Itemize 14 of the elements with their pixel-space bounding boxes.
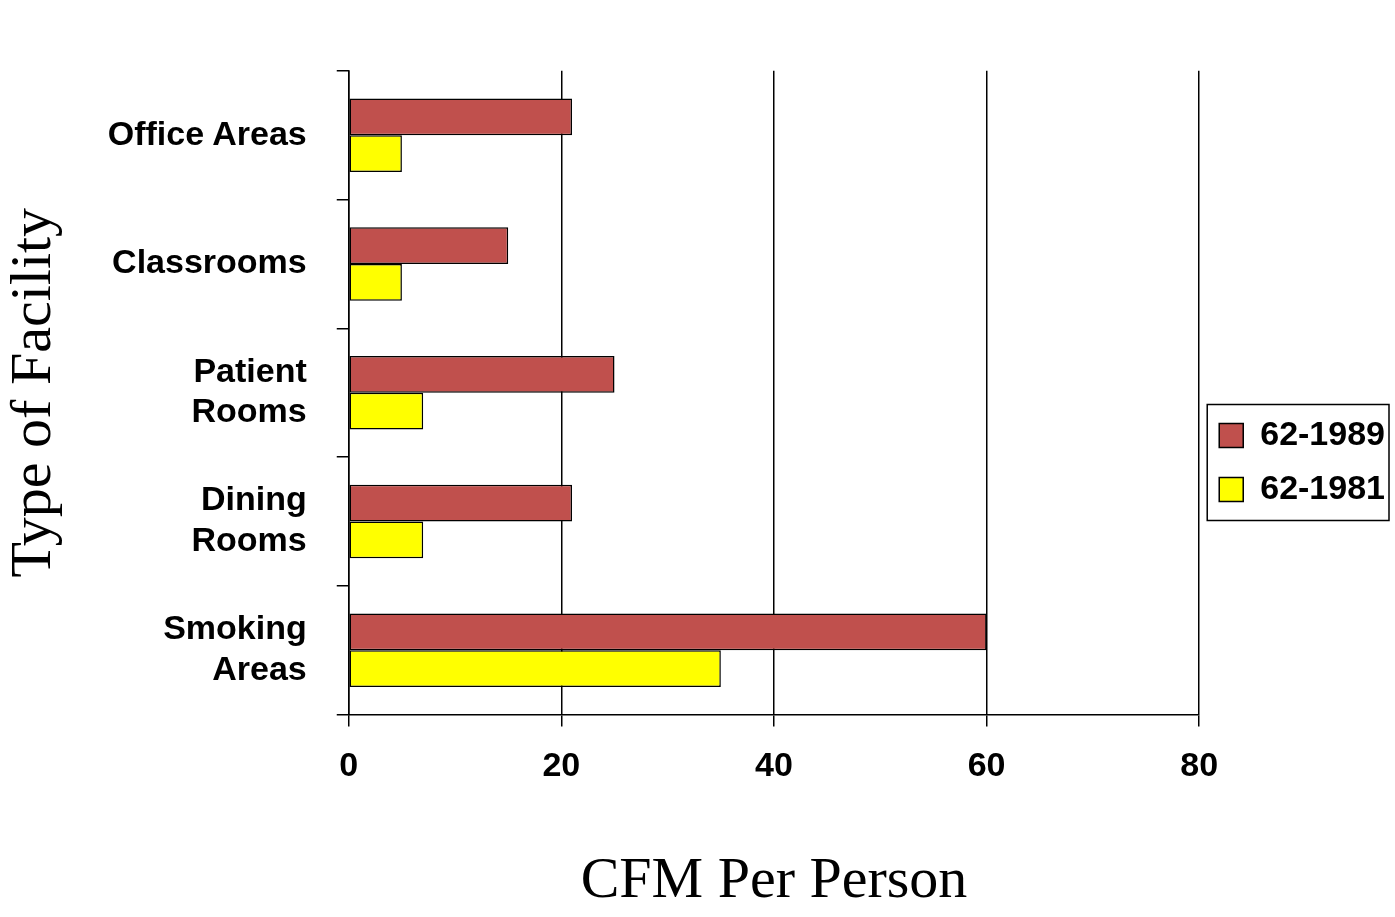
x-axis-title: CFM Per Person	[580, 845, 968, 911]
legend-label: 62-1981	[1260, 467, 1385, 506]
y-tick-label: Office Areas	[107, 113, 307, 152]
x-tick-label: 20	[542, 745, 581, 784]
x-tick-label: 60	[967, 745, 1006, 784]
x-tick-label: 40	[755, 745, 793, 784]
y-tick-label: Patient Rooms	[191, 350, 307, 430]
y-tick-label: Smoking Areas	[163, 608, 307, 687]
legend-label: 62-1989	[1260, 413, 1385, 452]
x-tick-label: 80	[1180, 745, 1219, 784]
x-tick-label: 0	[339, 745, 359, 784]
y-tick-label: Dining Rooms	[191, 479, 307, 559]
y-tick-label: Classrooms	[112, 242, 307, 281]
y-axis-title: Type of Facility	[0, 207, 64, 578]
